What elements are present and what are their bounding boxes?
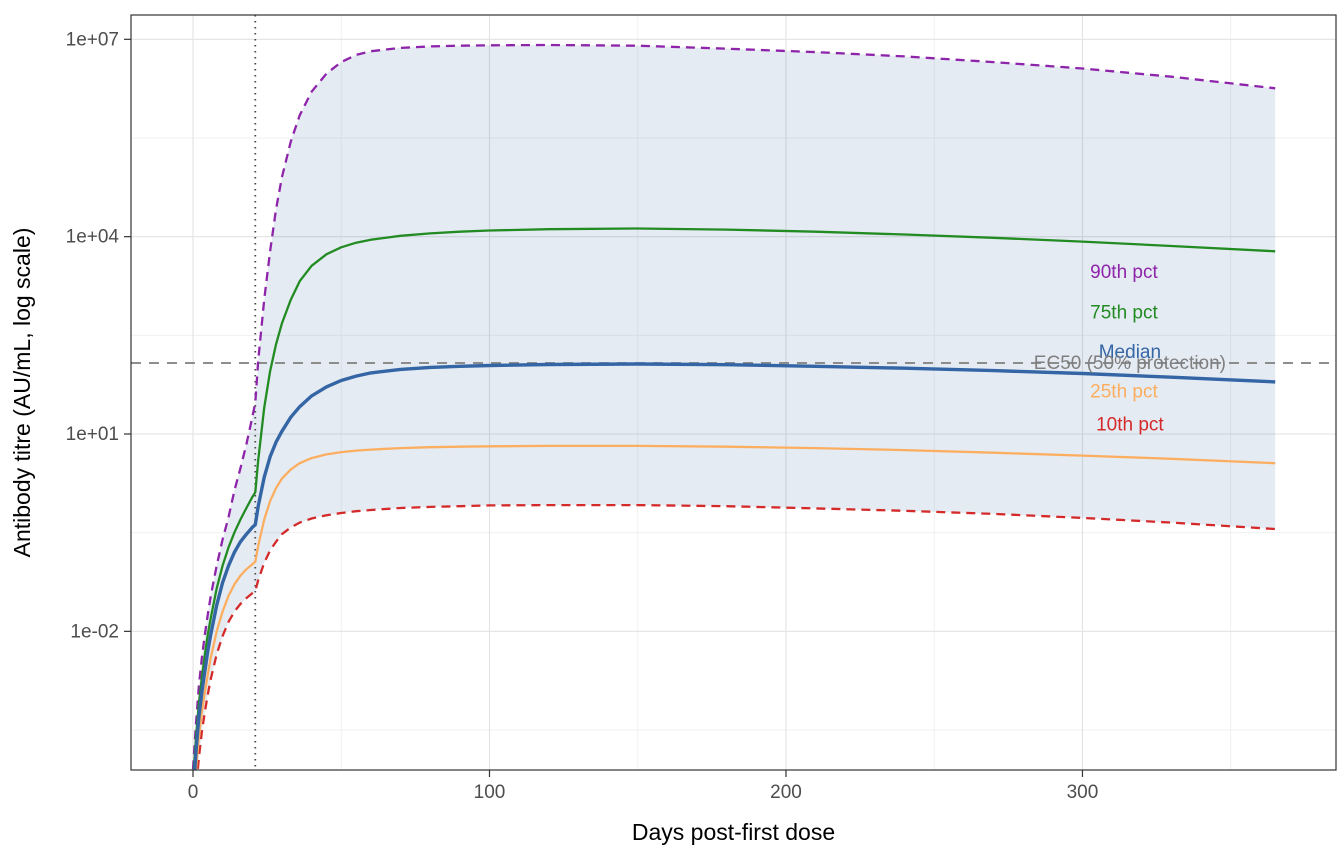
- annotation-75th-label: 75th pct: [1090, 303, 1158, 324]
- x-tick-label: 300: [1067, 782, 1099, 803]
- x-tick-label: 200: [770, 782, 802, 803]
- annotation-ec50-label: EC50 (50% protection): [1034, 353, 1226, 374]
- x-tick-label: 100: [474, 782, 506, 803]
- y-tick-label: 1e+04: [66, 227, 120, 248]
- y-tick-label: 1e+07: [66, 29, 119, 50]
- titre-chart-svg: 0 100 200 300 1e+07 1e+04 1e+01 1e-02 Days post-…: [0, 0, 1344, 864]
- y-tick-label: 1e-02: [70, 621, 119, 642]
- y-axis-title: Antibody titre (AU/mL, log scale): [9, 228, 35, 558]
- x-axis-title: Days post-first dose: [632, 819, 835, 845]
- x-tick-label: 0: [188, 782, 199, 803]
- y-tick-label: 1e+01: [66, 424, 119, 445]
- annotation-10th-label: 10th pct: [1096, 414, 1164, 435]
- antibody-titre-chart: 0 100 200 300 1e+07 1e+04 1e+01 1e-02 Days post-…: [0, 0, 1344, 864]
- annotation-90th-label: 90th pct: [1090, 262, 1158, 283]
- annotation-25th-label: 25th pct: [1090, 382, 1158, 403]
